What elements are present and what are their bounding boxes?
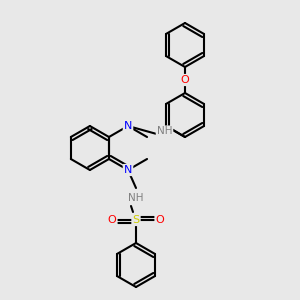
Text: N: N <box>124 121 132 131</box>
Text: O: O <box>108 215 116 225</box>
Text: NH: NH <box>157 127 172 136</box>
Text: O: O <box>181 75 189 85</box>
Text: S: S <box>132 215 140 225</box>
Text: N: N <box>124 165 132 175</box>
Text: O: O <box>156 215 164 225</box>
Text: NH: NH <box>128 193 144 203</box>
